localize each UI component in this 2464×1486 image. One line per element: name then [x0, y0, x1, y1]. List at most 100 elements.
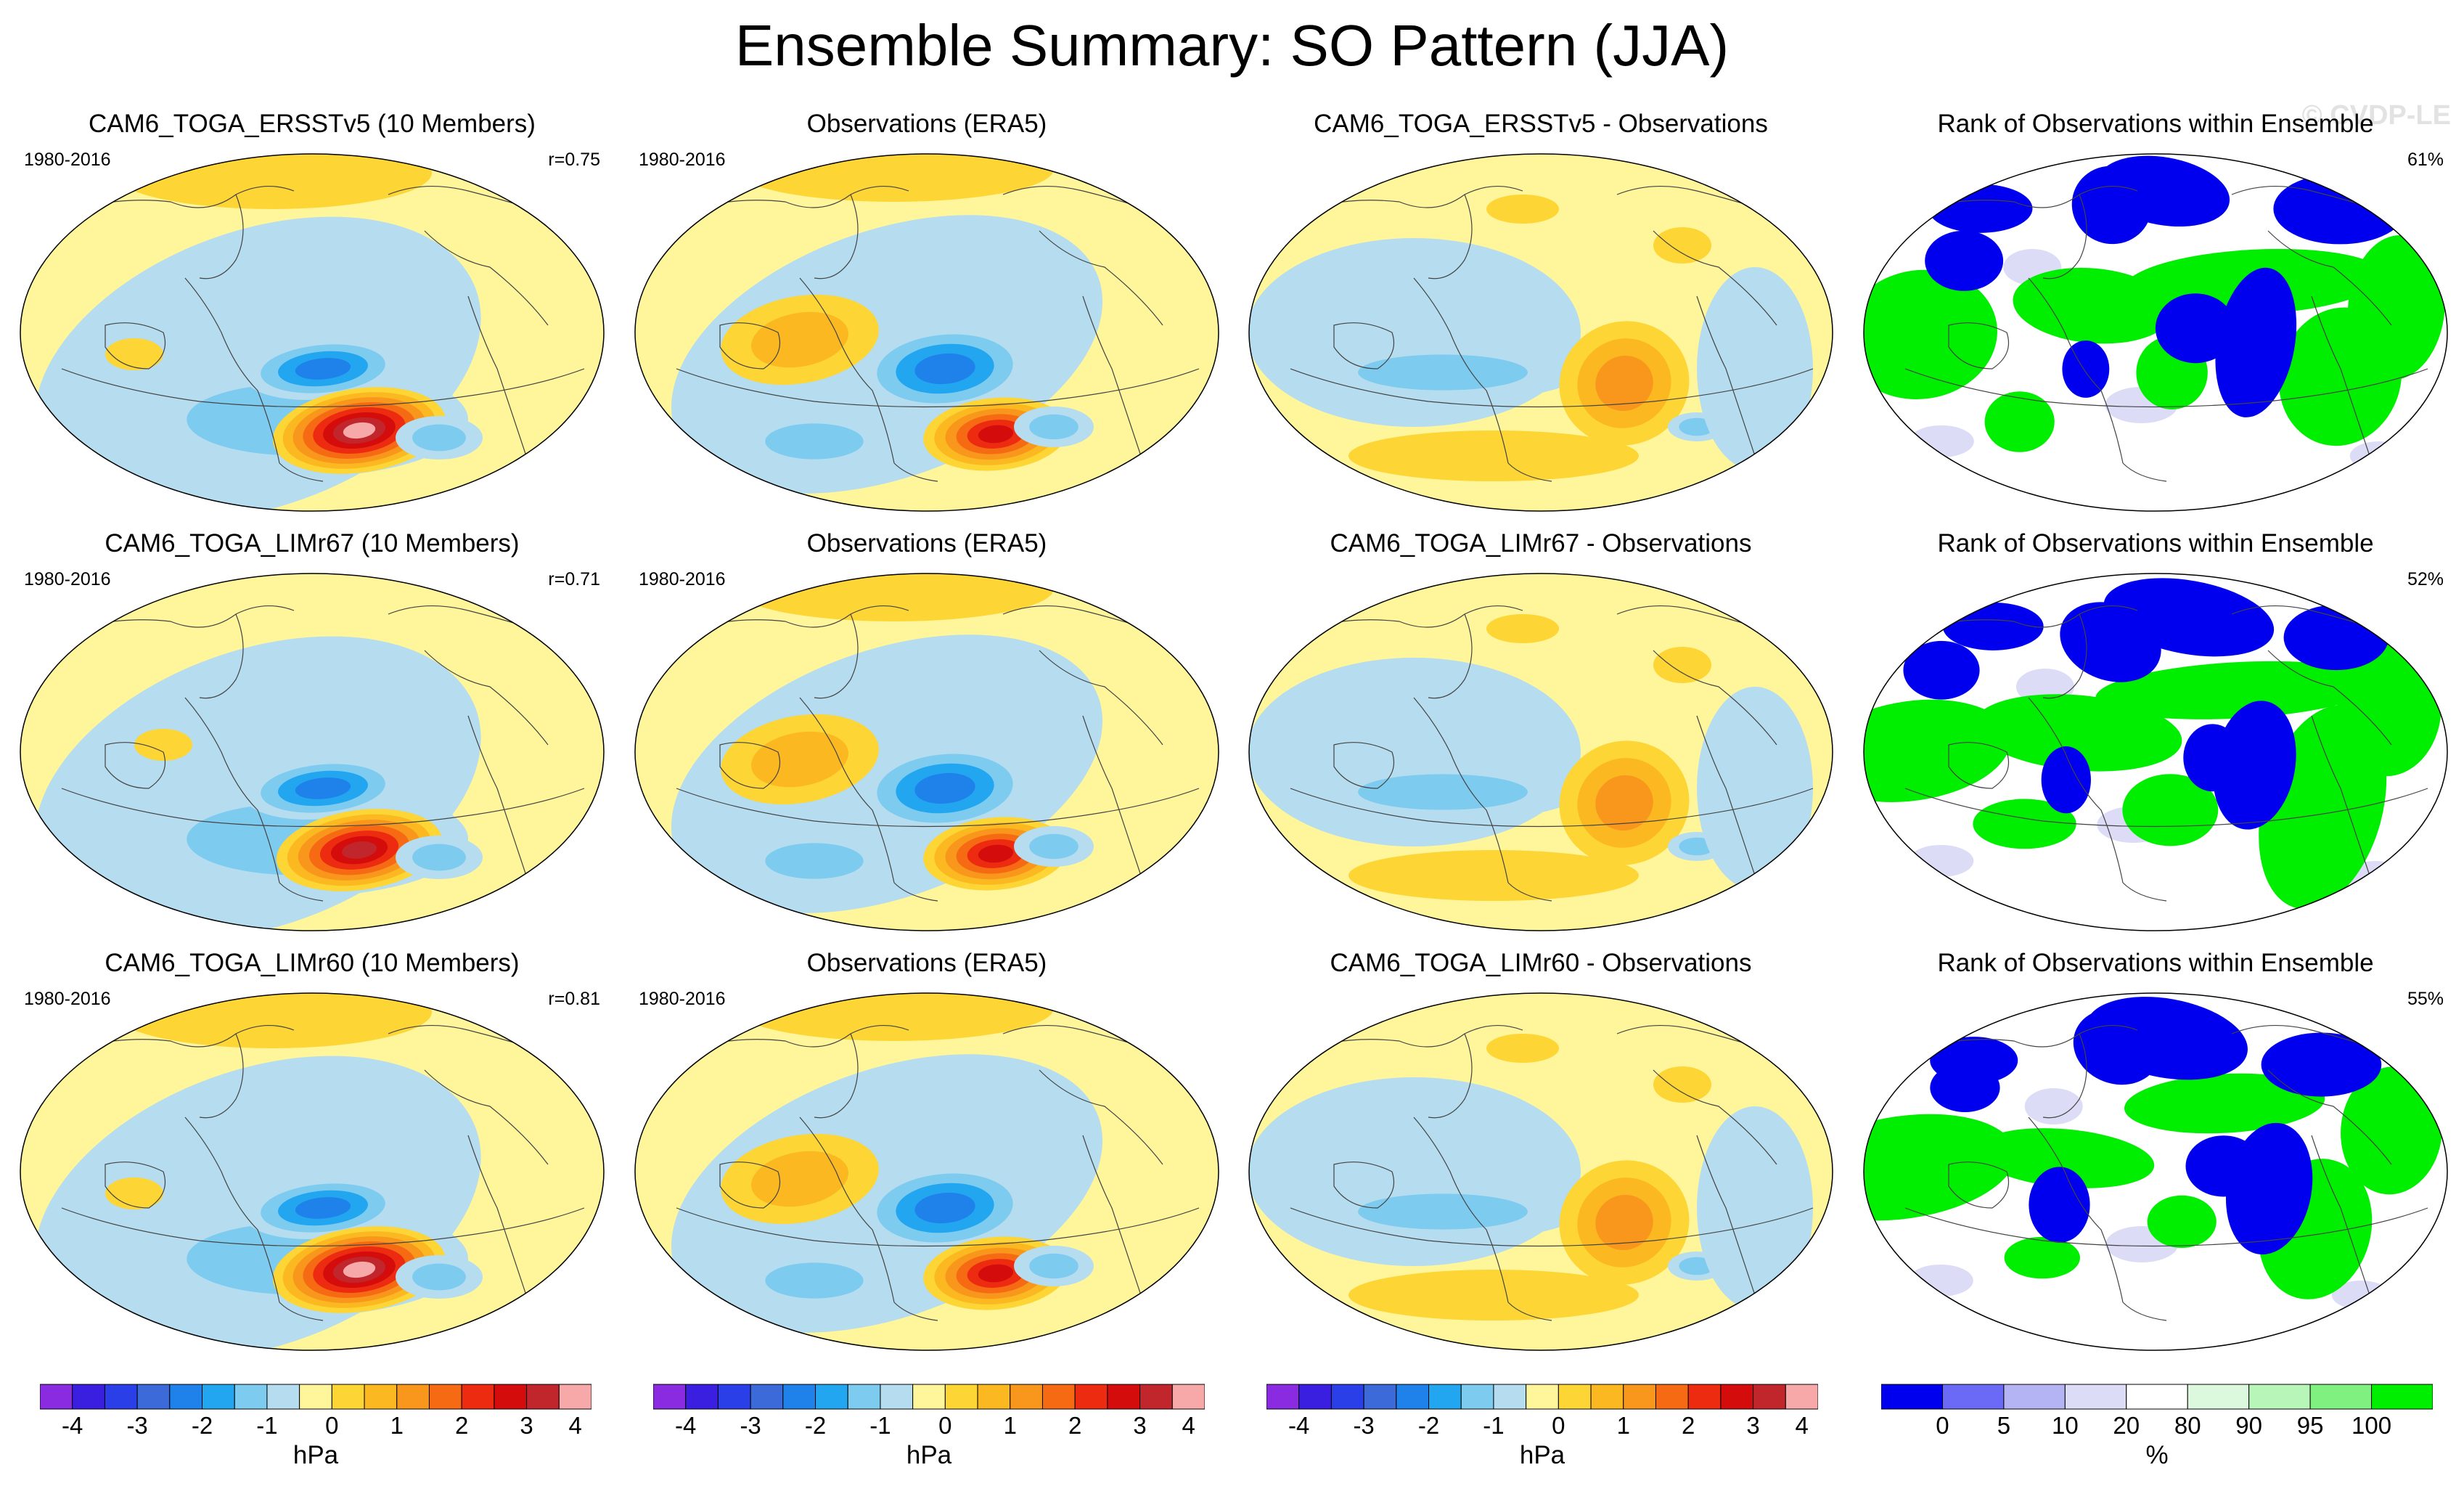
map-field — [20, 993, 604, 1350]
colorbar-tick-label: 100 — [2352, 1412, 2392, 1439]
colorbar-swatch — [299, 1384, 332, 1410]
colorbar-swatch — [72, 1384, 105, 1410]
colorbar-swatches — [653, 1384, 1205, 1410]
panel-title: CAM6_TOGA_ERSSTv5 - Observations — [1314, 110, 1768, 138]
colorbar-swatch — [1558, 1384, 1592, 1410]
rank-field — [1864, 573, 2447, 931]
coastline — [1082, 715, 1142, 876]
contour-region — [914, 353, 975, 385]
coastline — [1290, 368, 1814, 408]
contour-region — [1697, 687, 1813, 890]
map-field — [635, 993, 1219, 1350]
rank-below-5-region — [2041, 746, 2091, 814]
colorbar-swatch — [1720, 1384, 1754, 1410]
colorbar-swatch — [2126, 1384, 2188, 1410]
map-outline — [1863, 573, 2448, 931]
colorbar-tick-label: 0 — [1552, 1412, 1565, 1439]
rank-field — [1864, 154, 2447, 511]
coastline — [893, 462, 938, 482]
coastline — [2042, 613, 2087, 699]
coastline — [1948, 322, 2010, 370]
coastline — [893, 882, 938, 902]
coastline — [424, 1069, 549, 1165]
coastline — [199, 194, 244, 279]
coastline — [105, 322, 166, 370]
rank-below-5-region — [1928, 184, 2033, 233]
coastline — [1948, 742, 2010, 789]
colorbar-swatch — [136, 1384, 171, 1410]
contour-region — [1486, 1034, 1559, 1063]
colorbar-tick-label: 3 — [1133, 1412, 1147, 1439]
colorbar-swatch — [1881, 1384, 1943, 1410]
colorbar-tick-label: -1 — [1483, 1412, 1505, 1439]
colorbar-swatch — [2003, 1384, 2066, 1410]
slp-map — [634, 573, 1219, 931]
slp-map — [634, 992, 1219, 1351]
coastline — [1653, 1069, 1777, 1165]
coastline — [105, 742, 166, 789]
coastline — [1904, 788, 2428, 828]
rank-below-5-region — [2225, 1122, 2313, 1255]
contour-region — [341, 841, 377, 859]
contour-region — [295, 777, 351, 799]
coastline — [814, 194, 859, 279]
colorbar-tick-label: 10 — [2051, 1412, 2079, 1439]
colorbar-swatches — [40, 1384, 592, 1410]
coastline — [1507, 1302, 1552, 1321]
colorbar-swatch — [1655, 1384, 1689, 1410]
colorbar-swatch — [1687, 1384, 1722, 1410]
coastline — [676, 788, 1200, 828]
coastline — [1653, 230, 1777, 326]
rank-above-95-region — [1973, 799, 2076, 849]
coastline — [1333, 742, 1395, 789]
contour-region — [751, 1151, 848, 1207]
coastline — [184, 277, 280, 464]
panel-title: CAM6_TOGA_ERSSTv5 (10 Members) — [89, 110, 536, 138]
panel-diff-row1: CAM6_TOGA_ERSSTv5 - Observations — [1240, 102, 1842, 512]
coastline — [1696, 295, 1756, 457]
period-label: 1980-2016 — [24, 989, 111, 1009]
rank-below-5-region — [2261, 1032, 2382, 1097]
colorbar-tick-label: -4 — [1288, 1412, 1310, 1439]
coastline — [2028, 277, 2124, 464]
rank-above-95-region — [1975, 1128, 2155, 1188]
colorbar-swatch — [2248, 1384, 2311, 1410]
coastline — [2028, 697, 2124, 883]
contour-region — [978, 844, 1014, 863]
coastline — [1653, 650, 1777, 746]
colorbar-unit: hPa — [906, 1441, 952, 1469]
colorbar-swatch — [1623, 1384, 1656, 1410]
coastline — [1082, 1135, 1142, 1296]
colorbar-swatch — [364, 1384, 398, 1410]
coastline — [2267, 1069, 2392, 1165]
colorbar-swatch — [1171, 1384, 1205, 1410]
colorbar-tick-label: 3 — [520, 1412, 533, 1439]
rank-above-95-region — [1864, 699, 2011, 802]
coastline — [1948, 1162, 2010, 1209]
colorbar-swatch — [2187, 1384, 2250, 1410]
period-label: 1980-2016 — [639, 150, 726, 170]
coastline — [467, 715, 527, 876]
colorbar-swatch — [1298, 1384, 1332, 1410]
colorbar-swatch — [653, 1384, 687, 1410]
contour-region — [1358, 774, 1528, 810]
period-label: 1980-2016 — [639, 569, 726, 589]
coastline — [1413, 1116, 1509, 1303]
colorbar-swatch — [526, 1384, 560, 1410]
rank-below-5-region — [2215, 267, 2297, 417]
coastline — [799, 697, 895, 883]
colorbar-swatch — [1107, 1384, 1141, 1410]
coastline — [799, 1116, 895, 1303]
figure-title: Ensemble Summary: SO Pattern (JJA) — [734, 13, 1730, 78]
coastline — [279, 1302, 324, 1321]
contour-region — [1697, 267, 1813, 470]
panel-title: CAM6_TOGA_LIMr67 - Observations — [1330, 529, 1752, 558]
colorbar-swatch — [494, 1384, 528, 1410]
colorbar-swatch — [234, 1384, 268, 1410]
rank-below-5-region — [2155, 293, 2236, 364]
colorbar-swatch — [1074, 1384, 1108, 1410]
slp-map — [20, 992, 605, 1351]
map-field — [1249, 573, 1833, 931]
coastline — [2311, 295, 2370, 457]
colorbar-tick-label: 20 — [2113, 1412, 2140, 1439]
